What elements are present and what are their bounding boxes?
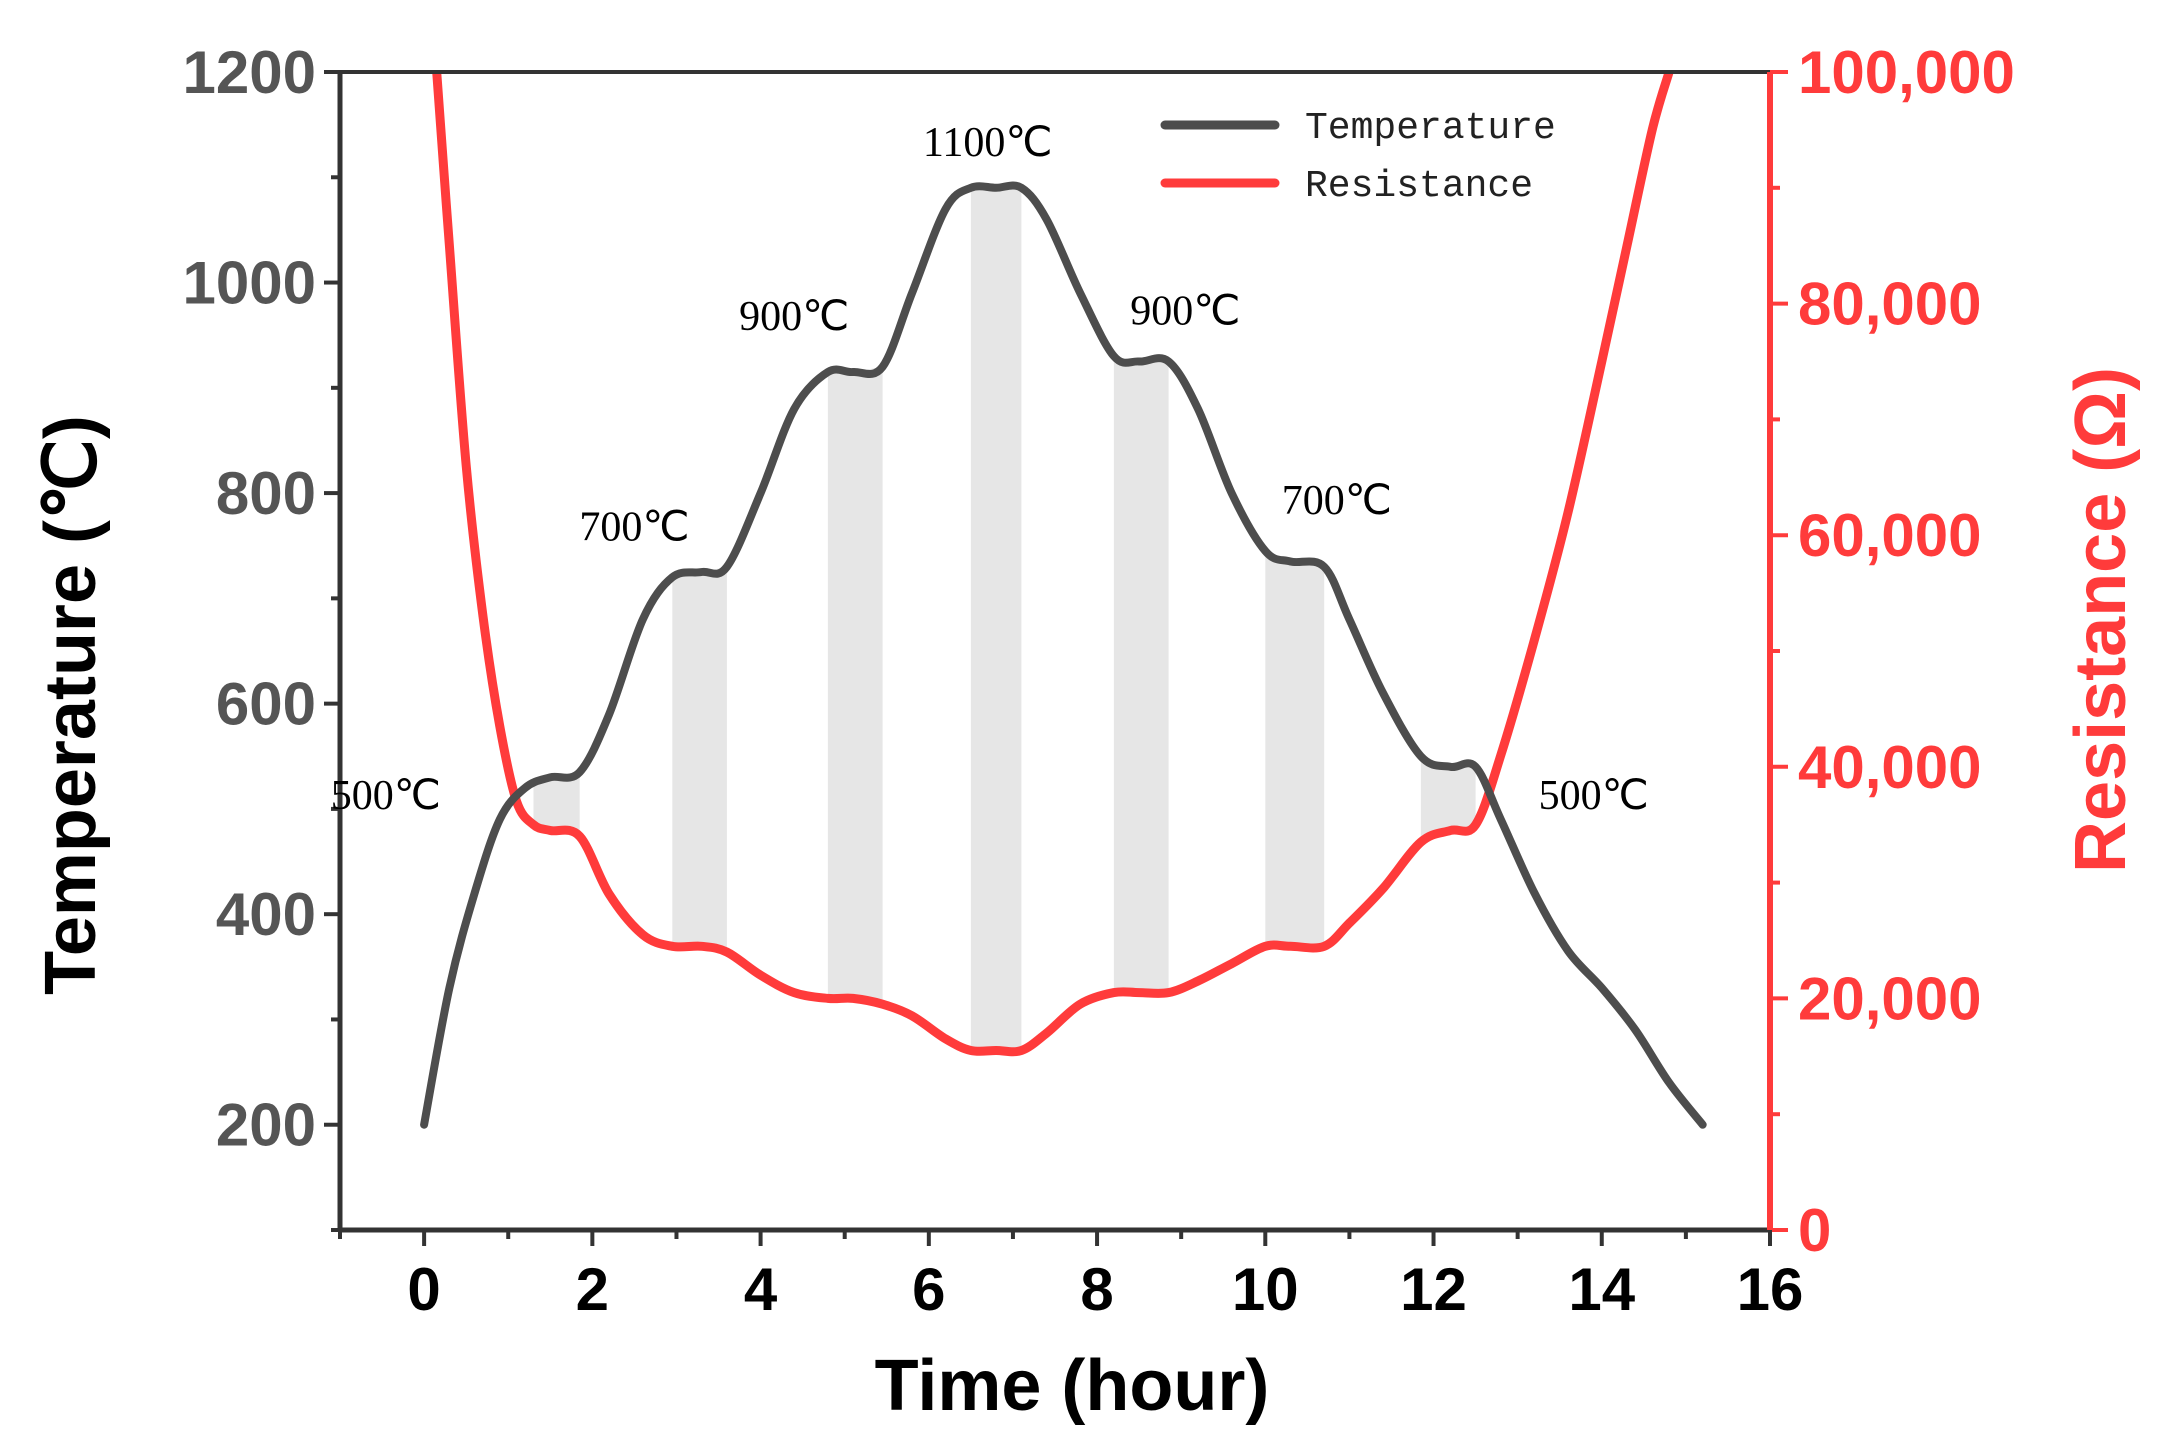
temperature-annotation: 700℃ bbox=[1282, 478, 1392, 524]
right-axis-title: Resistance (Ω) bbox=[2061, 367, 2141, 873]
right-tick-label: 100,000 bbox=[1798, 39, 2015, 106]
left-tick-label: 1000 bbox=[183, 250, 316, 317]
temperature-line bbox=[420, 181, 1707, 1129]
legend: Temperature Resistance bbox=[1160, 107, 1556, 208]
temperature-annotation: 500℃ bbox=[331, 773, 441, 819]
series-layer bbox=[420, 72, 1707, 1129]
left-tick-label: 600 bbox=[216, 671, 316, 738]
right-tick-label: 20,000 bbox=[1798, 965, 1982, 1032]
x-tick-label: 8 bbox=[1080, 1256, 1113, 1323]
hold-band-6 bbox=[1265, 551, 1325, 947]
x-tick-label: 10 bbox=[1232, 1256, 1299, 1323]
x-tick-label: 12 bbox=[1400, 1256, 1467, 1323]
annotations-layer: 500℃ 700℃ 900℃ 1100℃ 900℃ 700℃ 500℃ bbox=[331, 120, 1649, 819]
temperature-annotation: 1100℃ bbox=[923, 120, 1053, 166]
right-tick-label: 80,000 bbox=[1798, 271, 1982, 338]
temperature-annotation: 500℃ bbox=[1539, 773, 1649, 819]
legend-label-resistance: Resistance bbox=[1305, 165, 1533, 208]
x-tick-label: 6 bbox=[912, 1256, 945, 1323]
hold-band-3 bbox=[827, 366, 883, 1005]
hold-band-2 bbox=[672, 566, 727, 953]
left-tick-label: 400 bbox=[216, 881, 316, 948]
left-tick-label: 200 bbox=[216, 1092, 316, 1159]
ticks-layer: 200 400 600 800 1000 1200 0 20,000 40,000 60,000 8… bbox=[183, 39, 2015, 1323]
hold-band-5 bbox=[1113, 356, 1169, 993]
x-tick-label: 16 bbox=[1737, 1256, 1804, 1323]
legend-label-temperature: Temperature bbox=[1305, 107, 1556, 150]
x-axis-title: Time (hour) bbox=[875, 1346, 1270, 1426]
right-tick-label: 0 bbox=[1798, 1197, 1831, 1264]
left-tick-label: 1200 bbox=[183, 39, 316, 106]
temperature-annotation: 900℃ bbox=[1130, 289, 1240, 335]
hold-band-4 bbox=[970, 187, 1022, 1051]
right-tick-label: 40,000 bbox=[1798, 734, 1982, 801]
x-tick-label: 2 bbox=[576, 1256, 609, 1323]
left-axis-title: Temperature (℃) bbox=[31, 415, 111, 995]
x-tick-label: 0 bbox=[407, 1256, 440, 1323]
x-tick-label: 4 bbox=[744, 1256, 778, 1323]
hold-band-7 bbox=[1420, 756, 1476, 843]
right-tick-label: 60,000 bbox=[1798, 502, 1982, 569]
hold-band-1 bbox=[533, 772, 580, 837]
hold-bands bbox=[533, 187, 1476, 1051]
temperature-annotation: 700℃ bbox=[579, 504, 689, 550]
left-tick-label: 800 bbox=[216, 460, 316, 527]
axes-layer bbox=[337, 70, 1773, 1233]
resistance-line bbox=[432, 72, 1674, 1057]
x-tick-label: 14 bbox=[1568, 1256, 1635, 1323]
temperature-annotation: 900℃ bbox=[739, 294, 849, 340]
